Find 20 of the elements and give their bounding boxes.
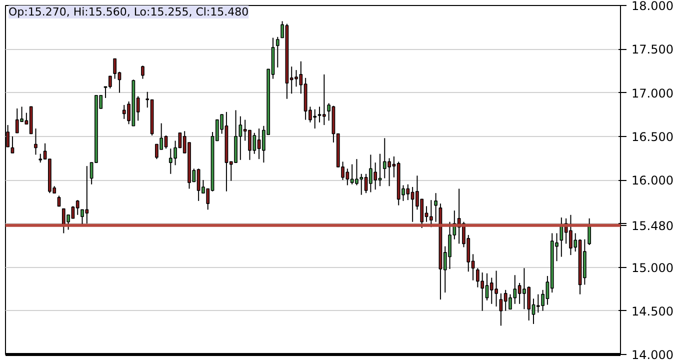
candlestick bbox=[57, 195, 61, 207]
y-tick-label: 14.000 bbox=[632, 348, 674, 360]
annotation: Op:15.270, Hi:15.560, Lo:15.255, Cl:15.480 bbox=[8, 6, 249, 18]
candlestick bbox=[276, 36, 280, 68]
y-tick-label: 17.500 bbox=[632, 42, 674, 57]
y-tick-label: 17.000 bbox=[632, 86, 674, 100]
candlestick bbox=[588, 218, 592, 246]
candlestick bbox=[10, 136, 14, 154]
candlestick bbox=[141, 65, 144, 80]
ref-line-label: 15.480 bbox=[632, 218, 674, 233]
y-tick-label: 18.000 bbox=[632, 0, 674, 13]
y-tick-label: 14.500 bbox=[632, 304, 674, 318]
candlestick bbox=[108, 76, 112, 89]
candlestick bbox=[434, 192, 438, 222]
y-tick-label: 16.000 bbox=[632, 174, 674, 188]
y-tick-label: 15.000 bbox=[632, 260, 674, 275]
candlestick bbox=[76, 200, 80, 216]
candlestick bbox=[34, 128, 38, 156]
candlestick bbox=[322, 74, 326, 126]
y-tick-label: 16.500 bbox=[632, 130, 674, 144]
